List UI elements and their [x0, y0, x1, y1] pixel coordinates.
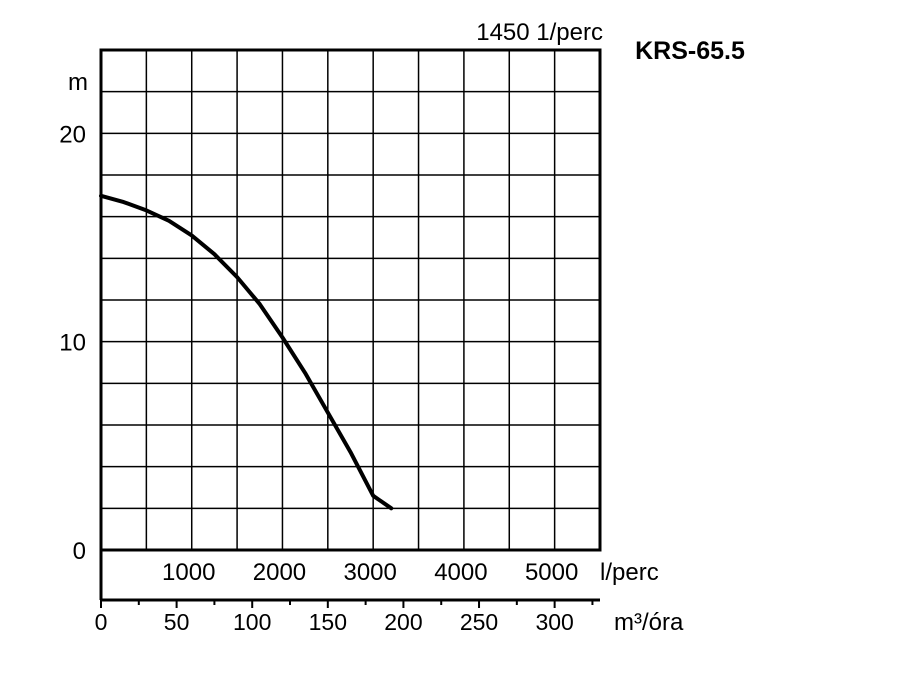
- x-secondary-tick-label: 50: [164, 609, 190, 635]
- plot-frame: [99, 48, 602, 552]
- y-axis: 0 10 20: [59, 121, 86, 565]
- speed-label: 1450 1/perc: [476, 19, 603, 46]
- x-secondary-tick-label: 100: [233, 609, 271, 635]
- x-secondary-tick-label: 150: [309, 609, 347, 635]
- head-flow-curve: [99, 193, 394, 511]
- x-secondary-unit: m³/óra: [614, 609, 684, 636]
- x-primary-tick-label: 2000: [253, 559, 306, 586]
- y-axis-unit: m: [68, 69, 88, 96]
- x-primary-tick-label: 1000: [162, 559, 215, 586]
- x-primary-tick-label: 3000: [343, 559, 396, 586]
- x-secondary-tick-label: 200: [384, 609, 422, 635]
- y-tick-label: 10: [59, 330, 86, 357]
- chart-title: KRS-65.5: [635, 37, 745, 65]
- x-secondary-tick-label: 0: [95, 609, 108, 635]
- y-tick-label: 0: [73, 538, 86, 565]
- grid-lines: [101, 50, 600, 550]
- x-secondary-tick-label: 250: [460, 609, 498, 635]
- y-tick-label: 20: [59, 121, 86, 148]
- x-axes: 1000 2000 3000 4000 5000 0 50 100 150 200 250 300: [95, 550, 600, 635]
- x-secondary-tick-label: 300: [535, 609, 573, 635]
- x-primary-tick-label: 5000: [525, 559, 578, 586]
- x-primary-unit: l/perc: [600, 559, 659, 586]
- x-primary-tick-label: 4000: [434, 559, 487, 586]
